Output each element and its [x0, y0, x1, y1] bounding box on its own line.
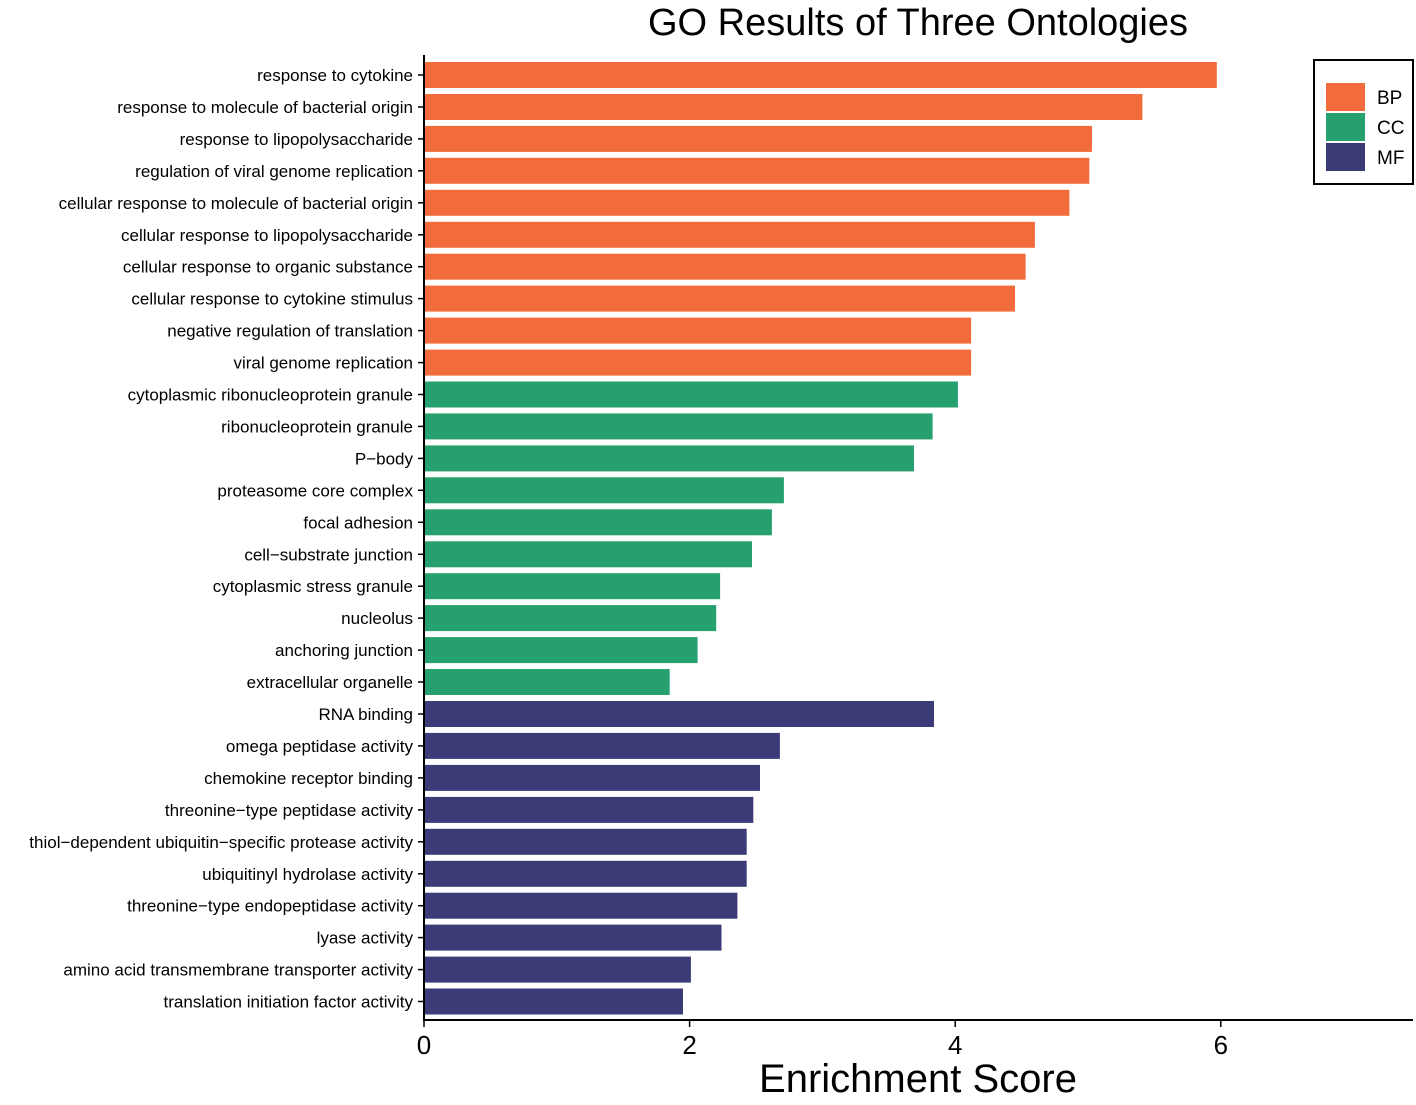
x-tick-label-6: 6 — [1214, 1030, 1228, 1060]
x-ticks-group: 0 2 4 6 — [417, 1020, 1228, 1060]
category-label-response-to-cytokine: response to cytokine — [257, 66, 413, 85]
legend-swatch-bp — [1326, 83, 1365, 111]
bar-viral-genome-replication — [424, 349, 972, 376]
bar-cytoplasmic-stress-granule — [424, 573, 721, 600]
bar-chemokine-receptor-binding — [424, 764, 760, 791]
legend: BP CC MF — [1313, 59, 1414, 185]
bars-group — [424, 62, 1217, 1015]
bar-cellular-response-to-organic-substance — [424, 253, 1026, 280]
bar-cellular-response-to-lipopolysaccharide — [424, 221, 1035, 248]
category-label-p-body: P−body — [355, 449, 414, 468]
bar-response-to-cytokine — [424, 62, 1217, 88]
x-tick-label-4: 4 — [948, 1030, 962, 1060]
bar-response-to-lipopolysaccharide — [424, 125, 1092, 152]
bar-cytoplasmic-ribonucleoprotein-granule — [424, 381, 958, 408]
bar-ribonucleoprotein-granule — [424, 413, 933, 440]
bar-response-to-molecule-of-bacterial-origin — [424, 94, 1143, 120]
chart-title: GO Results of Three Ontologies — [648, 2, 1188, 44]
bar-lyase-activity — [424, 924, 722, 951]
category-label-anchoring-junction: anchoring junction — [275, 641, 413, 660]
category-label-translation-initiation-factor-activity: translation initiation factor activity — [164, 993, 414, 1012]
legend-label-mf: MF — [1377, 148, 1404, 169]
bar-focal-adhesion — [424, 509, 772, 536]
bar-thiol-dependent-ubiquitin-specific-protease-activity — [424, 828, 747, 855]
bar-cellular-response-to-cytokine-stimulus — [424, 285, 1015, 312]
category-label-cellular-response-to-cytokine-stimulus: cellular response to cytokine stimulus — [131, 290, 413, 309]
bar-extracellular-organelle — [424, 669, 670, 695]
bar-translation-initiation-factor-activity — [424, 988, 683, 1015]
bar-p-body — [424, 445, 914, 472]
category-label-chemokine-receptor-binding: chemokine receptor binding — [204, 769, 413, 788]
category-label-thiol-dependent-ubiquitin-specific-protease-activity: thiol−dependent ubiquitin−specific prote… — [29, 833, 413, 852]
category-labels-group: response to cytokine response to molecule… — [29, 66, 424, 1012]
category-label-negative-regulation-of-translation: negative regulation of translation — [167, 322, 413, 341]
bar-threonine-type-peptidase-activity — [424, 796, 754, 823]
category-label-omega-peptidase-activity: omega peptidase activity — [226, 737, 414, 756]
category-label-cellular-response-to-molecule-of-bacterial-origin: cellular response to molecule of bacteri… — [59, 194, 413, 213]
category-label-cytoplasmic-stress-granule: cytoplasmic stress granule — [213, 577, 413, 596]
category-label-rna-binding: RNA binding — [318, 705, 413, 724]
category-label-extracellular-organelle: extracellular organelle — [247, 673, 413, 692]
category-label-cellular-response-to-organic-substance: cellular response to organic substance — [123, 258, 413, 277]
category-label-amino-acid-transmembrane-transporter-activity: amino acid transmembrane transporter act… — [63, 961, 413, 980]
category-label-response-to-molecule-of-bacterial-origin: response to molecule of bacterial origin — [117, 98, 413, 117]
legend-label-cc: CC — [1377, 118, 1404, 139]
category-label-threonine-type-peptidase-activity: threonine−type peptidase activity — [165, 801, 414, 820]
category-label-cellular-response-to-lipopolysaccharide: cellular response to lipopolysaccharide — [121, 226, 413, 245]
category-label-cell-substrate-junction: cell−substrate junction — [244, 545, 413, 564]
bar-nucleolus — [424, 605, 717, 632]
bar-ubiquitinyl-hydrolase-activity — [424, 860, 747, 887]
bar-rna-binding — [424, 701, 934, 727]
legend-swatch-cc — [1326, 113, 1365, 141]
category-label-ubiquitinyl-hydrolase-activity: ubiquitinyl hydrolase activity — [202, 865, 413, 884]
bar-negative-regulation-of-translation — [424, 317, 972, 344]
bar-regulation-of-viral-genome-replication — [424, 157, 1090, 184]
x-tick-label-0: 0 — [417, 1030, 431, 1060]
bar-anchoring-junction — [424, 637, 698, 664]
category-label-ribonucleoprotein-granule: ribonucleoprotein granule — [221, 417, 413, 436]
bar-omega-peptidase-activity — [424, 732, 780, 759]
bar-amino-acid-transmembrane-transporter-activity — [424, 956, 691, 983]
category-label-lyase-activity: lyase activity — [317, 929, 414, 948]
category-label-regulation-of-viral-genome-replication: regulation of viral genome replication — [135, 162, 413, 181]
category-label-viral-genome-replication: viral genome replication — [233, 354, 413, 373]
category-label-nucleolus: nucleolus — [341, 609, 413, 628]
category-label-proteasome-core-complex: proteasome core complex — [217, 481, 413, 500]
category-label-threonine-type-endopeptidase-activity: threonine−type endopeptidase activity — [127, 897, 413, 916]
category-label-response-to-lipopolysaccharide: response to lipopolysaccharide — [180, 130, 413, 149]
bar-threonine-type-endopeptidase-activity — [424, 892, 738, 919]
bar-cellular-response-to-molecule-of-bacterial-origin — [424, 189, 1070, 216]
x-tick-label-2: 2 — [682, 1030, 696, 1060]
category-label-focal-adhesion: focal adhesion — [303, 513, 413, 532]
legend-swatch-mf — [1326, 143, 1365, 171]
x-axis-title: Enrichment Score — [759, 1057, 1077, 1101]
legend-label-bp: BP — [1377, 88, 1402, 109]
bar-proteasome-core-complex — [424, 477, 784, 504]
category-label-cytoplasmic-ribonucleoprotein-granule: cytoplasmic ribonucleoprotein granule — [128, 386, 413, 405]
bar-cell-substrate-junction — [424, 541, 752, 568]
